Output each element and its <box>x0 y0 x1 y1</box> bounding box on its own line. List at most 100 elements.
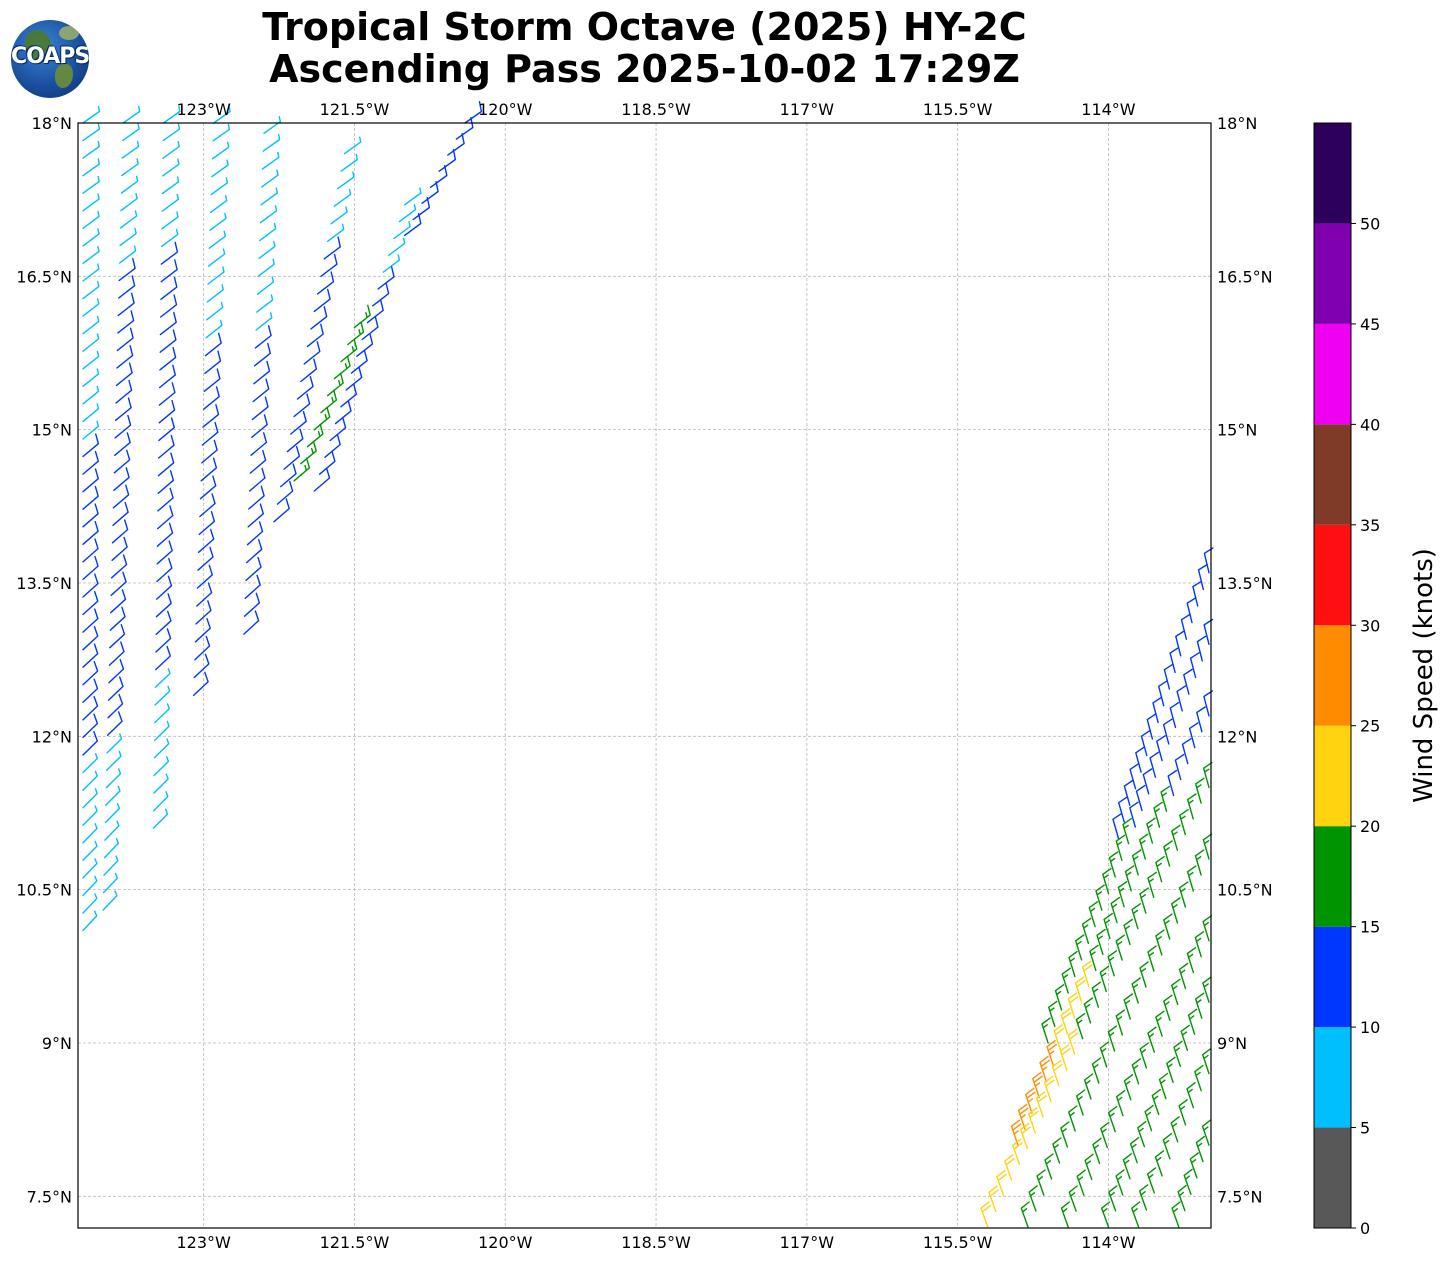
wind-barb <box>300 440 317 465</box>
wind-barb <box>208 248 226 267</box>
wind-barb <box>106 733 123 754</box>
wind-barb <box>1123 993 1133 1020</box>
wind-barb <box>107 693 124 719</box>
wind-barb <box>245 556 262 582</box>
wind-barb <box>157 505 174 530</box>
wind-barb <box>316 271 335 295</box>
wind-barb <box>1115 934 1125 961</box>
wind-barb <box>1167 769 1178 797</box>
lon-label-top: 123°W <box>176 100 231 119</box>
wind-barb <box>1110 896 1121 924</box>
wind-barb <box>82 158 100 177</box>
wind-barb <box>209 195 228 214</box>
wind-barb <box>197 528 215 553</box>
wind-barb <box>1083 997 1094 1024</box>
wind-barb <box>996 1169 1007 1197</box>
wind-barb <box>201 421 219 446</box>
wind-barb <box>1158 680 1168 707</box>
wind-barb <box>103 838 120 859</box>
wind-barb <box>1169 647 1180 674</box>
wind-barb <box>310 306 328 330</box>
wind-barb <box>1076 1089 1086 1116</box>
wind-barb <box>1186 1082 1196 1109</box>
wind-barb <box>340 338 358 363</box>
wind-barb <box>1149 751 1160 778</box>
wind-barb <box>1046 1040 1057 1067</box>
wind-barb <box>1099 965 1110 993</box>
wind-barb <box>109 606 126 631</box>
wind-barb <box>429 165 448 188</box>
lon-label-top: 115.5°W <box>923 100 993 119</box>
wind-barb <box>1088 901 1099 928</box>
wind-barb <box>244 574 261 599</box>
wind-barb <box>1183 668 1193 695</box>
wind-barb <box>153 756 170 777</box>
wind-barb <box>103 855 119 876</box>
wind-barb <box>158 434 175 459</box>
wind-barb <box>82 538 99 563</box>
colorbar-bin <box>1314 1127 1351 1228</box>
wind-barb <box>1171 824 1181 851</box>
wind-barb <box>1053 1024 1065 1051</box>
wind-barb <box>1152 696 1163 723</box>
wind-barb <box>161 228 179 248</box>
wind-barb <box>1153 801 1163 828</box>
wind-barb <box>82 858 98 879</box>
wind-barb <box>247 503 264 528</box>
wind-barb <box>155 645 171 671</box>
wind-barb <box>1059 1044 1071 1071</box>
wind-barb <box>112 501 129 526</box>
wind-barb <box>350 350 368 374</box>
wind-barb <box>259 205 278 224</box>
wind-barb <box>200 457 218 482</box>
colorbar-bin <box>1314 223 1351 324</box>
wind-barb <box>1123 918 1133 946</box>
wind-barb <box>105 768 122 789</box>
lat-label-left: 16.5°N <box>16 267 72 286</box>
wind-barb <box>337 171 355 190</box>
wind-barb <box>1076 1169 1086 1196</box>
wind-barb <box>1129 801 1139 828</box>
wind-barb <box>157 452 175 477</box>
wind-barb <box>82 678 99 703</box>
logo-land <box>55 64 73 88</box>
wind-barb <box>1115 1090 1126 1117</box>
wind-barb <box>82 520 99 545</box>
wind-barb <box>343 136 362 155</box>
wind-barb <box>1099 1041 1110 1068</box>
wind-barb <box>206 301 224 321</box>
wind-barb <box>1180 613 1191 640</box>
wind-barb <box>1155 929 1165 956</box>
wind-barb <box>1189 652 1200 679</box>
wind-barb <box>1173 1040 1183 1067</box>
wind-barb <box>159 364 176 389</box>
wind-barb <box>1201 1119 1212 1146</box>
wind-barb <box>330 206 348 225</box>
wind-barb <box>398 204 417 223</box>
colorbar-tick-label: 0 <box>1360 1219 1370 1238</box>
wind-barb <box>1194 1065 1204 1092</box>
wind-barb <box>197 546 214 571</box>
lat-label-left: 12°N <box>32 727 72 746</box>
wind-barb <box>1083 1073 1094 1100</box>
lat-label-left: 10.5°N <box>16 881 72 900</box>
wind-barb <box>1074 976 1086 1003</box>
wind-barb <box>1162 1133 1172 1160</box>
wind-barb <box>82 573 99 598</box>
wind-barb <box>1162 718 1173 745</box>
wind-barb <box>1052 1137 1062 1164</box>
wind-barb <box>1112 813 1122 840</box>
wind-barb <box>118 275 136 299</box>
wind-barb <box>82 245 100 265</box>
wind-barb <box>111 536 128 561</box>
wind-barb <box>82 123 101 142</box>
wind-barb <box>162 141 180 159</box>
wind-barb <box>366 299 384 324</box>
wind-barb <box>1178 962 1189 990</box>
wind-barb <box>1124 865 1135 892</box>
wind-barb <box>1140 730 1151 757</box>
wind-barb <box>1028 1185 1038 1212</box>
colorbar-bin <box>1314 826 1351 927</box>
wind-barb <box>1203 547 1214 574</box>
